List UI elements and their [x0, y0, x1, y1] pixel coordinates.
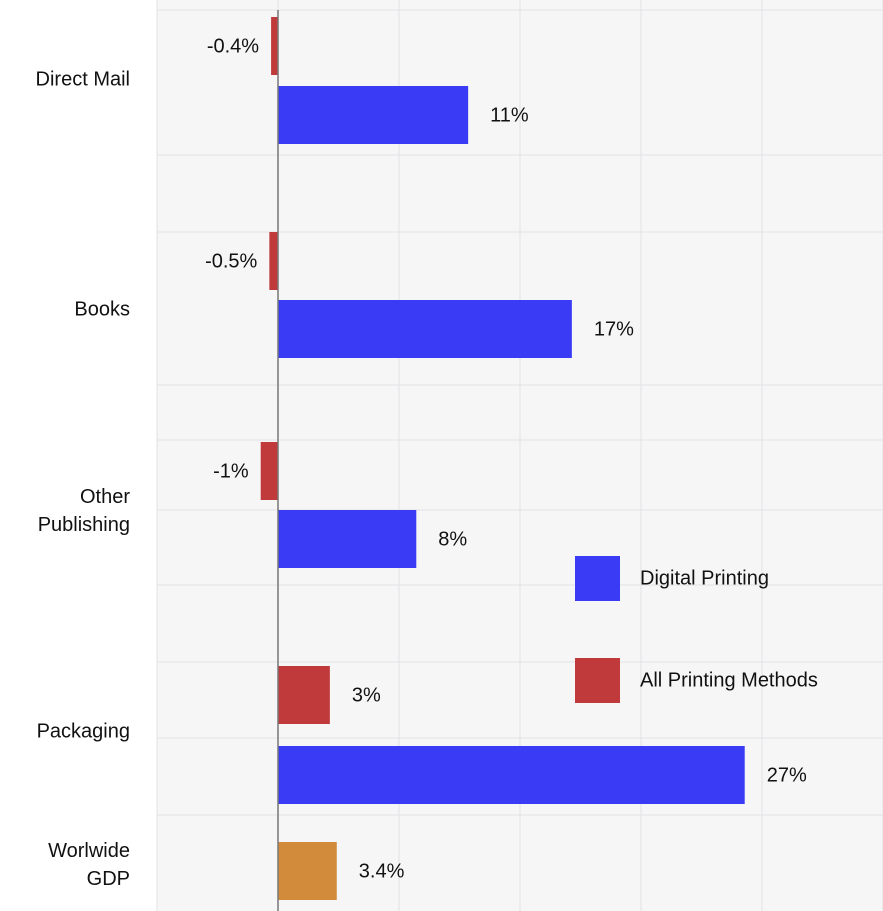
bar	[278, 510, 417, 568]
category-label: Worlwide GDP	[48, 840, 130, 890]
legend-label: Digital Printing	[640, 567, 769, 589]
bar	[278, 842, 337, 900]
category-label: Packaging	[37, 720, 130, 742]
value-label: -0.5%	[205, 250, 257, 272]
bar	[278, 666, 330, 724]
legend-swatch	[575, 556, 620, 601]
value-label: 11%	[490, 104, 529, 126]
value-label: -1%	[213, 460, 249, 482]
value-label: 3.4%	[359, 860, 405, 882]
bar	[278, 300, 572, 358]
category-label: Other Publishing	[38, 486, 131, 536]
bar	[271, 17, 278, 75]
bar	[278, 86, 469, 144]
bar	[269, 232, 278, 290]
legend-swatch	[575, 658, 620, 703]
bar	[260, 442, 278, 500]
value-label: 3%	[352, 684, 381, 706]
legend-label: All Printing Methods	[640, 669, 818, 691]
bar	[278, 746, 745, 804]
category-label: Direct Mail	[36, 68, 130, 90]
category-label: Books	[74, 298, 130, 320]
value-label: -0.4%	[207, 35, 259, 57]
value-label: 8%	[438, 528, 467, 550]
value-label: 27%	[767, 764, 807, 786]
value-label: 17%	[594, 318, 634, 340]
